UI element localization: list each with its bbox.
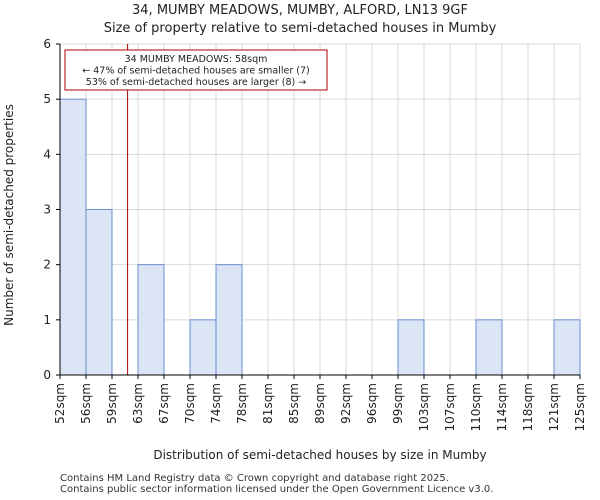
- x-tick-label: 99sqm: [391, 383, 405, 424]
- x-tick-label: 89sqm: [313, 383, 327, 424]
- y-tick-label: 2: [43, 258, 51, 272]
- x-tick-label: 67sqm: [157, 383, 171, 424]
- x-tick-label: 118sqm: [521, 383, 535, 431]
- annotation-box: [64, 49, 328, 91]
- footer-line-1: Contains HM Land Registry data © Crown c…: [60, 473, 449, 484]
- y-ticks: 0 1 2 3 4 5 6: [43, 37, 60, 382]
- y-tick-label: 0: [43, 368, 51, 382]
- annotation-line: ← 47% of semi-detached houses are smalle…: [82, 66, 310, 77]
- marker-annotation: 34 MUMBY MEADOWS: 58sqm← 47% of semi-det…: [64, 49, 328, 91]
- x-tick-label: 85sqm: [287, 383, 301, 424]
- chart-title: 34, MUMBY MEADOWS, MUMBY, ALFORD, LN13 9…: [132, 3, 468, 18]
- y-axis-label: Number of semi-detached properties: [2, 104, 16, 326]
- y-tick-label: 1: [43, 313, 51, 327]
- x-tick-label: 107sqm: [443, 383, 457, 431]
- x-tick-label: 103sqm: [417, 383, 431, 431]
- x-tick-label: 114sqm: [495, 383, 509, 431]
- histogram-bar: [553, 319, 581, 376]
- x-tick-label: 63sqm: [131, 383, 145, 424]
- x-tick-label: 81sqm: [261, 383, 275, 424]
- histogram-bar: [59, 98, 87, 376]
- bars: [59, 98, 581, 376]
- histogram-bar: [215, 264, 243, 376]
- x-tick-label: 56sqm: [79, 383, 93, 424]
- y-tick-label: 3: [43, 203, 51, 217]
- x-tick-label: 59sqm: [105, 383, 119, 424]
- histogram-chart: 0 1 2 3 4 5 6 52sqm 56sqm 59sqm 63sqm 67sqm 70sqm 74…: [2, 37, 587, 462]
- histogram-bar: [189, 319, 217, 376]
- histogram-bar: [397, 319, 425, 376]
- x-tick-label: 70sqm: [183, 383, 197, 424]
- annotation-line: 53% of semi-detached houses are larger (…: [86, 77, 306, 88]
- x-tick-label: 121sqm: [547, 383, 561, 431]
- x-axis-label: Distribution of semi-detached houses by …: [153, 448, 486, 462]
- x-tick-label: 52sqm: [53, 383, 67, 424]
- y-tick-label: 4: [43, 147, 51, 161]
- footer-line-2: Contains public sector information licen…: [60, 484, 494, 495]
- x-tick-label: 78sqm: [235, 383, 249, 424]
- x-tick-label: 74sqm: [209, 383, 223, 424]
- histogram-bar: [137, 264, 165, 376]
- x-ticks: 52sqm 56sqm 59sqm 63sqm 67sqm 70sqm 74sqm 78sqm…: [53, 375, 587, 431]
- annotation-line: 34 MUMBY MEADOWS: 58sqm: [125, 54, 268, 65]
- chart-subtitle: Size of property relative to semi-detach…: [103, 21, 497, 36]
- x-tick-label: 110sqm: [469, 383, 483, 431]
- histogram-bar: [475, 319, 503, 376]
- y-tick-label: 6: [43, 37, 51, 51]
- x-tick-label: 96sqm: [365, 383, 379, 424]
- x-tick-label: 125sqm: [573, 383, 587, 431]
- x-tick-label: 92sqm: [339, 383, 353, 424]
- y-tick-label: 5: [43, 92, 51, 106]
- histogram-bar: [85, 209, 113, 376]
